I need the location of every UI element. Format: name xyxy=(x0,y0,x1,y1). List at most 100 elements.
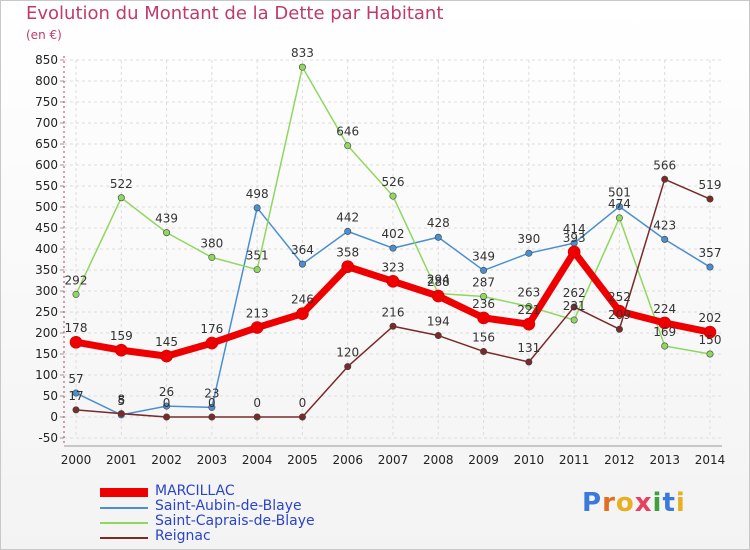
data-label-saint-aubin-de-blaye: 57 xyxy=(68,372,83,386)
data-label-reignac: 262 xyxy=(563,286,586,300)
data-point-saint-aubin-de-blaye xyxy=(163,402,171,410)
data-point-marcillac xyxy=(658,316,672,330)
data-label-saint-aubin-de-blaye: 349 xyxy=(472,249,495,263)
data-label-saint-caprais-de-blaye: 231 xyxy=(563,299,586,313)
data-point-saint-caprais-de-blaye xyxy=(72,290,80,298)
data-label-saint-caprais-de-blaye: 439 xyxy=(155,212,178,226)
data-point-reignac xyxy=(298,413,306,421)
data-label-marcillac: 252 xyxy=(608,290,631,304)
data-label-marcillac: 213 xyxy=(246,307,269,321)
data-point-saint-caprais-de-blaye xyxy=(117,194,125,202)
legend-swatch xyxy=(100,522,148,524)
data-point-marcillac xyxy=(160,349,173,363)
proxiti-logo: Proxiti xyxy=(582,488,686,518)
data-point-marcillac xyxy=(341,260,355,273)
data-label-marcillac: 176 xyxy=(200,322,223,336)
data-label-reignac: 194 xyxy=(427,315,450,329)
data-label-saint-caprais-de-blaye: 294 xyxy=(427,273,450,287)
data-point-marcillac xyxy=(296,307,309,320)
y-tick-label: 750 xyxy=(35,95,58,109)
data-point-saint-caprais-de-blaye xyxy=(344,142,352,150)
y-tick-label: 400 xyxy=(35,242,58,256)
legend-label: Saint-Caprais-de-Blaye xyxy=(155,513,315,529)
x-tick-label: 2013 xyxy=(649,453,680,467)
logo-letter: x xyxy=(634,488,653,518)
data-point-reignac xyxy=(163,413,171,421)
data-label-reignac: 0 xyxy=(299,396,307,410)
data-point-reignac xyxy=(661,175,669,183)
x-tick-label: 2004 xyxy=(242,453,273,467)
data-point-marcillac xyxy=(205,336,219,350)
data-point-reignac xyxy=(480,347,488,355)
data-label-saint-aubin-de-blaye: 23 xyxy=(204,386,219,400)
data-point-saint-caprais-de-blaye xyxy=(208,253,216,261)
legend-swatch xyxy=(100,488,148,497)
data-label-reignac: 566 xyxy=(653,158,676,172)
data-label-saint-caprais-de-blaye: 646 xyxy=(336,125,359,139)
data-point-marcillac xyxy=(567,245,581,259)
data-label-saint-aubin-de-blaye: 498 xyxy=(246,187,269,201)
data-label-saint-aubin-de-blaye: 501 xyxy=(608,186,631,200)
y-tick-label: 200 xyxy=(35,326,58,340)
data-label-saint-caprais-de-blaye: 351 xyxy=(246,249,269,263)
x-tick-label: 2000 xyxy=(61,453,92,467)
data-point-saint-caprais-de-blaye xyxy=(389,192,397,200)
data-label-marcillac: 178 xyxy=(65,321,88,335)
data-point-reignac xyxy=(72,406,80,414)
y-tick-label: 150 xyxy=(35,347,58,361)
data-point-reignac xyxy=(525,358,533,366)
x-tick-label: 2010 xyxy=(514,453,545,467)
data-label-marcillac: 202 xyxy=(699,311,722,325)
data-point-reignac xyxy=(389,322,397,330)
data-point-marcillac xyxy=(386,275,400,288)
legend-swatch xyxy=(100,507,148,509)
data-label-saint-aubin-de-blaye: 26 xyxy=(159,385,174,399)
data-point-saint-caprais-de-blaye xyxy=(661,342,669,350)
x-tick-label: 2002 xyxy=(151,453,182,467)
data-label-saint-aubin-de-blaye: 364 xyxy=(291,243,314,257)
data-point-saint-aubin-de-blaye xyxy=(253,204,261,212)
data-point-saint-aubin-de-blaye xyxy=(298,260,306,268)
data-label-saint-caprais-de-blaye: 522 xyxy=(110,177,133,191)
data-point-saint-caprais-de-blaye xyxy=(706,350,714,358)
data-label-marcillac: 393 xyxy=(563,231,586,245)
data-label-saint-caprais-de-blaye: 150 xyxy=(699,333,722,347)
data-label-saint-aubin-de-blaye: 5 xyxy=(117,394,125,408)
data-label-marcillac: 224 xyxy=(653,302,676,316)
y-tick-label: 0 xyxy=(50,410,58,424)
data-label-saint-aubin-de-blaye: 357 xyxy=(699,246,722,260)
data-label-saint-aubin-de-blaye: 423 xyxy=(653,218,676,232)
data-point-marcillac xyxy=(477,311,490,325)
data-label-saint-caprais-de-blaye: 833 xyxy=(291,46,314,60)
data-point-reignac xyxy=(570,303,578,311)
y-tick-label: 50 xyxy=(43,389,58,403)
chart-title: Evolution du Montant de la Dette par Hab… xyxy=(26,3,444,24)
data-point-saint-aubin-de-blaye xyxy=(706,263,714,271)
data-label-reignac: 0 xyxy=(208,396,216,410)
data-label-marcillac: 323 xyxy=(382,260,405,274)
x-tick-label: 2011 xyxy=(559,453,590,467)
data-label-saint-aubin-de-blaye: 390 xyxy=(517,232,540,246)
data-point-marcillac xyxy=(250,321,264,334)
x-tick-label: 2007 xyxy=(378,453,409,467)
data-point-saint-aubin-de-blaye xyxy=(344,227,352,235)
y-tick-label: 100 xyxy=(35,368,58,382)
data-point-saint-aubin-de-blaye xyxy=(661,235,669,243)
data-label-marcillac: 246 xyxy=(291,293,314,307)
y-tick-label: 300 xyxy=(35,284,58,298)
y-tick-label: -50 xyxy=(38,431,58,445)
data-label-marcillac: 159 xyxy=(110,329,133,343)
data-point-saint-aubin-de-blaye xyxy=(389,244,397,252)
data-point-reignac xyxy=(344,363,352,371)
x-tick-label: 2006 xyxy=(332,453,363,467)
data-point-marcillac xyxy=(703,325,717,339)
data-point-reignac xyxy=(706,195,714,203)
y-tick-label: 500 xyxy=(35,200,58,214)
y-tick-label: 250 xyxy=(35,305,58,319)
data-point-marcillac xyxy=(613,304,626,318)
y-tick-label: 450 xyxy=(35,221,58,235)
data-point-reignac xyxy=(208,413,216,421)
data-label-marcillac: 288 xyxy=(427,275,450,289)
legend-swatch xyxy=(100,537,148,539)
